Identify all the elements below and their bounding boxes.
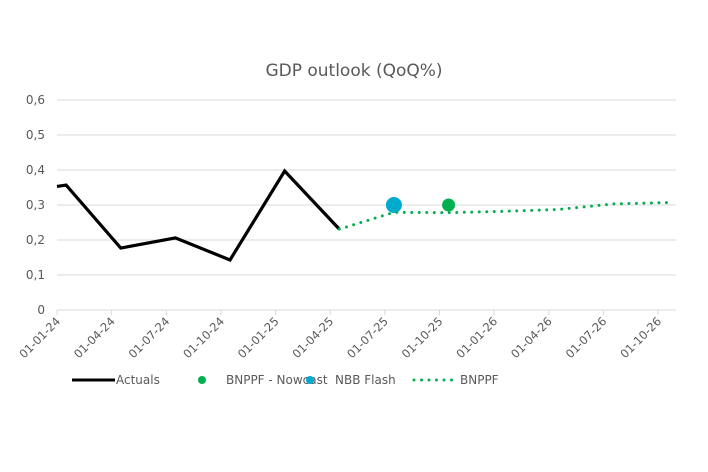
y-tick-label: 0,2 (26, 233, 45, 247)
legend-label: NBB Flash (335, 373, 396, 387)
y-tick-label: 0,4 (26, 163, 45, 177)
x-tick-label: 01-10-26 (617, 314, 664, 361)
y-tick-label: 0,3 (26, 198, 45, 212)
x-tick-label: 01-07-26 (563, 314, 610, 361)
gridlines (57, 99, 676, 311)
actuals-line (56, 168, 341, 262)
y-tick-label: 0 (37, 303, 45, 317)
y-axis-ticks: 0 0,1 0,2 0,3 0,4 0,5 0,6 (26, 93, 45, 317)
x-tick-label: 01-01-25 (235, 314, 282, 361)
x-tick-label: 01-10-25 (399, 314, 446, 361)
x-tick-label: 01-04-26 (508, 314, 555, 361)
plot-area (56, 168, 669, 262)
legend-nbb-flash-swatch (306, 376, 314, 384)
legend-label: BNPPF (460, 373, 499, 387)
nowcast-point (442, 198, 456, 212)
x-tick-label: 01-10-24 (180, 314, 227, 361)
legend-label: BNPPF - Nowcast (226, 373, 328, 387)
y-tick-label: 0,1 (26, 268, 45, 282)
legend: Actuals BNPPF - Nowcast NBB Flash BNPPF (72, 373, 499, 387)
chart-title: GDP outlook (QoQ%) (265, 61, 442, 81)
x-tick-label: 01-04-25 (289, 314, 336, 361)
x-tick-label: 01-01-24 (16, 314, 63, 361)
y-tick-label: 0,6 (26, 93, 45, 107)
x-tick-label: 01-04-24 (71, 314, 118, 361)
x-axis: 01-01-24 01-04-24 01-07-24 01-10-24 01-01-25… (16, 310, 664, 361)
legend-label: Actuals (116, 373, 160, 387)
y-tick-label: 0,5 (26, 128, 45, 142)
x-tick-label: 01-01-26 (453, 314, 500, 361)
nbb-flash-point (385, 197, 402, 213)
x-tick-label: 01-07-25 (344, 314, 391, 361)
bnppf-forecast-line (337, 201, 669, 231)
legend-nowcast-swatch (198, 376, 206, 384)
x-tick-label: 01-07-24 (126, 314, 173, 361)
